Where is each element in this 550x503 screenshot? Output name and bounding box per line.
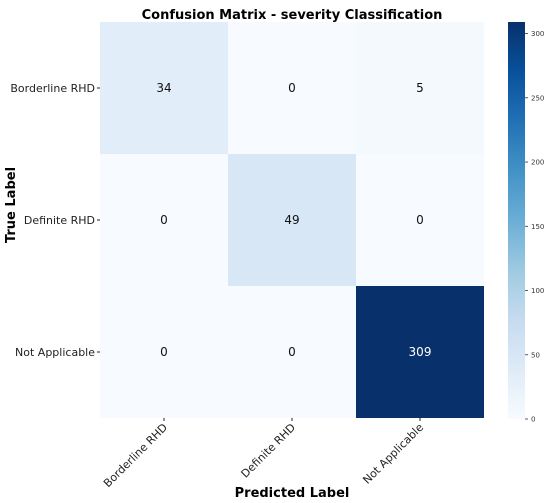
cell-value-label: 5 xyxy=(416,81,424,95)
x-axis-ticks: Borderline RHD Definite RHD Not Applicable xyxy=(101,418,426,490)
heatmap-cells: 34 0 5 0 49 0 0 0 309 xyxy=(100,22,484,418)
heatmap-cell xyxy=(228,154,356,286)
heatmap-cell xyxy=(356,22,484,154)
heatmap-cell xyxy=(100,22,228,154)
cell-value-label: 309 xyxy=(409,345,432,359)
heatmap-cell xyxy=(100,286,228,418)
y-tick-label: Not Applicable xyxy=(15,346,95,359)
y-tick-label: Borderline RHD xyxy=(10,82,95,95)
colorbar-tick-label: 50 xyxy=(531,351,540,359)
heatmap-cell xyxy=(228,22,356,154)
x-tick-label: Not Applicable xyxy=(360,421,426,487)
cell-value-label: 0 xyxy=(416,213,424,227)
y-axis-ticks: Borderline RHD Definite RHD Not Applicable xyxy=(10,82,100,359)
heatmap-cell xyxy=(100,154,228,286)
y-tick-label: Definite RHD xyxy=(24,214,95,227)
x-tick-label: Definite RHD xyxy=(239,421,299,481)
colorbar-tick-label: 250 xyxy=(531,94,544,102)
colorbar xyxy=(508,22,525,419)
cell-value-label: 0 xyxy=(160,213,168,227)
heatmap-cell xyxy=(356,286,484,418)
heatmap-cell xyxy=(356,154,484,286)
colorbar-tick-label: 100 xyxy=(531,287,544,295)
cell-value-label: 34 xyxy=(156,81,171,95)
cell-value-label: 0 xyxy=(160,345,168,359)
cell-value-label: 0 xyxy=(288,345,296,359)
colorbar-tick-label: 0 xyxy=(531,416,535,424)
colorbar-tick-label: 300 xyxy=(531,30,544,38)
cell-value-label: 49 xyxy=(284,213,299,227)
cell-value-label: 0 xyxy=(288,81,296,95)
colorbar-tick-label: 200 xyxy=(531,159,544,167)
chart-title: Confusion Matrix - severity Classificati… xyxy=(142,8,443,23)
heatmap-cell xyxy=(228,286,356,418)
colorbar-tick-label: 150 xyxy=(531,223,544,231)
x-axis-label: Predicted Label xyxy=(235,486,350,501)
colorbar-ticks: 0 50 100 150 200 250 300 xyxy=(525,30,544,424)
x-tick-label: Borderline RHD xyxy=(101,421,170,490)
y-axis-label: True Label xyxy=(4,167,19,243)
